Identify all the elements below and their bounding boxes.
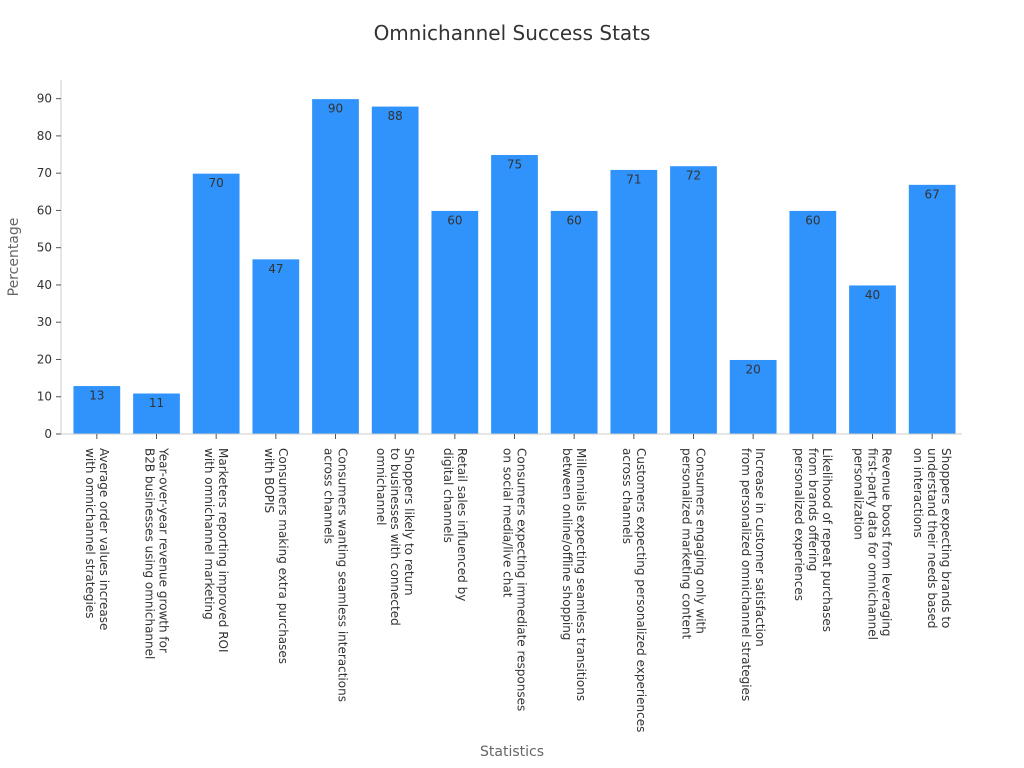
bar (549, 209, 599, 435)
x-tick-label-line: from brands offering (806, 448, 820, 571)
value-label: 90 (328, 102, 343, 116)
y-tick-label: 80 (37, 129, 52, 143)
x-tick-label-line: Customers expecting personalized experie… (634, 448, 648, 732)
value-label: 13 (89, 389, 104, 403)
x-tick-label-line: across channels (620, 448, 634, 544)
bar (191, 172, 241, 435)
y-tick-label: 20 (37, 352, 52, 366)
y-tick-label: 40 (37, 278, 52, 292)
x-tick-label-line: between online/offline shopping (560, 448, 574, 640)
chart-title: Omnichannel Success Stats (374, 21, 651, 45)
value-label: 11 (149, 396, 164, 410)
y-axis: 0 10 20 30 40 50 60 70 80 90 (37, 80, 62, 441)
x-tick-label: Consumers engaging only withpersonalized… (680, 448, 708, 639)
y-tick-label: 70 (37, 166, 52, 180)
value-label: 20 (746, 362, 761, 376)
value-label: 71 (626, 172, 641, 186)
y-tick-label: 30 (37, 315, 52, 329)
bar (370, 105, 420, 435)
x-tick-label-line: Retail sales influenced by (455, 448, 469, 601)
x-tick-label-line: understand their needs based (925, 448, 939, 629)
x-tick-label-line: Consumers engaging only with (694, 448, 708, 634)
x-tick-label-line: Shoppers likely to return (402, 448, 416, 596)
x-tick-label-line: with omnichannel strategies (83, 448, 97, 618)
x-tick-label-line: Consumers wanting seamless interactions (336, 448, 350, 702)
value-label: 75 (507, 158, 522, 172)
bar (72, 385, 122, 435)
x-tick-label-line: Average order values increase (97, 448, 111, 630)
value-label: 70 (209, 176, 224, 190)
x-tick-label-line: Millennials expecting seamless transitio… (574, 448, 588, 701)
x-tick-label: Consumers wanting seamless interactionsa… (322, 448, 350, 702)
x-axis-title: Statistics (480, 744, 544, 760)
value-label: 60 (447, 213, 462, 227)
x-tick-label-line: Likelihood of repeat purchases (820, 448, 834, 632)
bar (430, 209, 480, 435)
y-tick-label: 50 (37, 241, 52, 255)
value-label: 60 (567, 213, 582, 227)
x-tick-label-line: from personalized omnichannel strategies (739, 448, 753, 701)
value-label: 72 (686, 169, 701, 183)
bar (728, 358, 778, 435)
x-tick-label-line: Consumers expecting immediate responses (515, 448, 529, 711)
x-tick-label-line: with omnichannel marketing (202, 448, 216, 620)
y-tick-label: 10 (37, 390, 52, 404)
x-tick-label-line: on interactions (911, 448, 925, 538)
x-tick-label-line: digital channels (441, 448, 455, 543)
x-tick-label: Customers expecting personalized experie… (620, 448, 648, 732)
x-tick-label-line: to businesses with connected (388, 448, 402, 626)
x-tick-label: Revenue boost from leveragingfirst-party… (852, 448, 894, 640)
bar (907, 183, 957, 435)
bar (848, 284, 897, 435)
y-axis-title: Percentage (6, 218, 22, 297)
x-tick-label-line: Year-over-year revenue growth for (157, 447, 171, 653)
x-tick-label-line: across channels (322, 448, 336, 544)
bar (251, 258, 301, 435)
x-tick-label-line: Marketers reporting improved ROI (216, 448, 230, 653)
value-label: 47 (268, 262, 283, 276)
y-tick-label: 0 (44, 427, 52, 441)
x-tick-label-line: Increase in customer satisfaction (753, 448, 767, 647)
value-label: 60 (805, 213, 820, 227)
x-tick-label-line: Shoppers expecting brands to (939, 448, 953, 628)
bar (490, 154, 539, 435)
bar (788, 209, 838, 435)
value-label: 67 (925, 187, 940, 201)
x-tick-label-line: personalized experiences (792, 448, 806, 601)
bars-group: 13 11 70 47 90 88 60 75 60 71 72 20 60 40 67 (72, 98, 957, 435)
bar (669, 165, 718, 435)
x-tick-label-line: with BOPIS (262, 448, 276, 513)
y-tick-label: 90 (37, 92, 52, 106)
x-tick-label-line: personalized marketing content (680, 448, 694, 639)
value-label: 88 (388, 109, 403, 123)
x-tick-label-line: first-party data for omnichannel (866, 448, 880, 640)
x-tick-label: Consumers expecting immediate responseso… (501, 448, 529, 711)
bar (132, 392, 181, 435)
x-tick-label: Millennials expecting seamless transitio… (560, 448, 588, 701)
y-tick-label: 60 (37, 203, 52, 217)
value-label: 40 (865, 288, 880, 302)
x-tick-label-line: omnichannel (374, 448, 388, 525)
x-tick-label-line: on social media/live chat (501, 448, 515, 598)
x-tick-label-line: B2B businesses using omnichannel (143, 448, 157, 659)
bar (311, 98, 360, 435)
x-tick-label-line: Revenue boost from leveraging (880, 448, 894, 637)
bar (609, 168, 659, 435)
x-tick-label-line: Consumers making extra purchases (276, 448, 290, 664)
x-tick-label-line: personalization (852, 448, 866, 540)
